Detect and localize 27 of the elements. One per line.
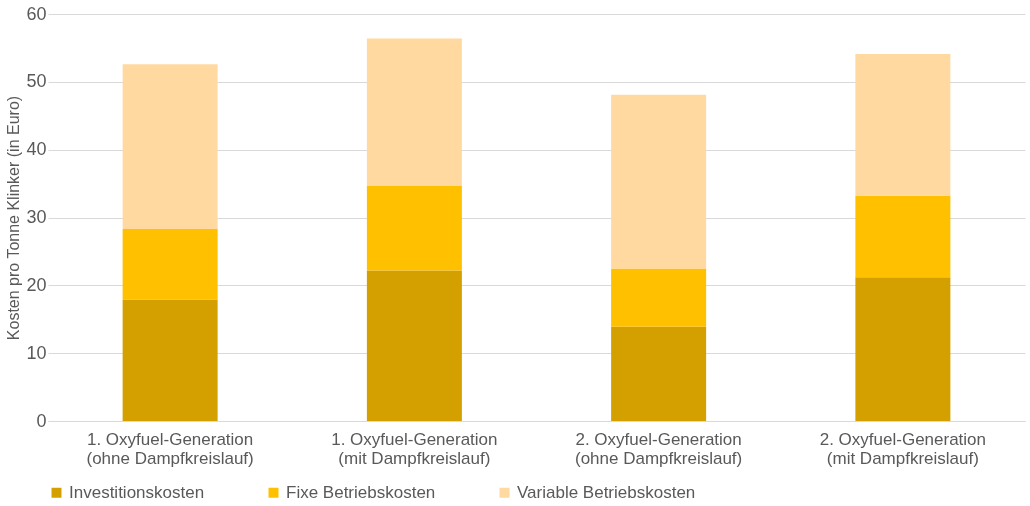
y-tick-label: 30 (26, 207, 47, 227)
bar (366, 185, 462, 271)
y-tick-label: 0 (36, 410, 47, 431)
x-tick-label: 1. Oxyfuel-Generation (ohne Dampfkreislauf) (86, 429, 254, 468)
y-tick-label: 40 (26, 139, 47, 160)
y-tick-label: 10 (26, 342, 47, 363)
y-tick-label: 50 (26, 71, 47, 92)
bar (855, 277, 951, 421)
x-tick-label: 2. Oxyfuel-Generation (mit Dampfkreislauf) (819, 429, 987, 468)
legend-label: Fixe Betriebskosten (286, 482, 436, 502)
y-tick-label: 60 (26, 3, 47, 24)
y-tick-label: 20 (26, 274, 47, 295)
x-tick-label: 2. Oxyfuel-Generation (ohne Dampfkreislauf) (575, 429, 743, 468)
bar (611, 326, 707, 421)
legend-label: Variable Betriebskosten (517, 482, 696, 502)
bar (855, 54, 951, 196)
y-axis-title: Kosten pro Tonne Klinker (in Euro) (5, 95, 23, 341)
bar (122, 299, 218, 421)
x-tick-label: 1. Oxyfuel-Generation (mit Dampfkreislauf) (331, 429, 498, 468)
bar (611, 268, 707, 327)
bar (122, 64, 218, 230)
bar (611, 94, 707, 269)
bar (122, 229, 218, 300)
legend-label: Investitionskosten (69, 482, 205, 502)
bar (366, 38, 462, 186)
bar (855, 195, 951, 278)
bar (366, 270, 462, 421)
